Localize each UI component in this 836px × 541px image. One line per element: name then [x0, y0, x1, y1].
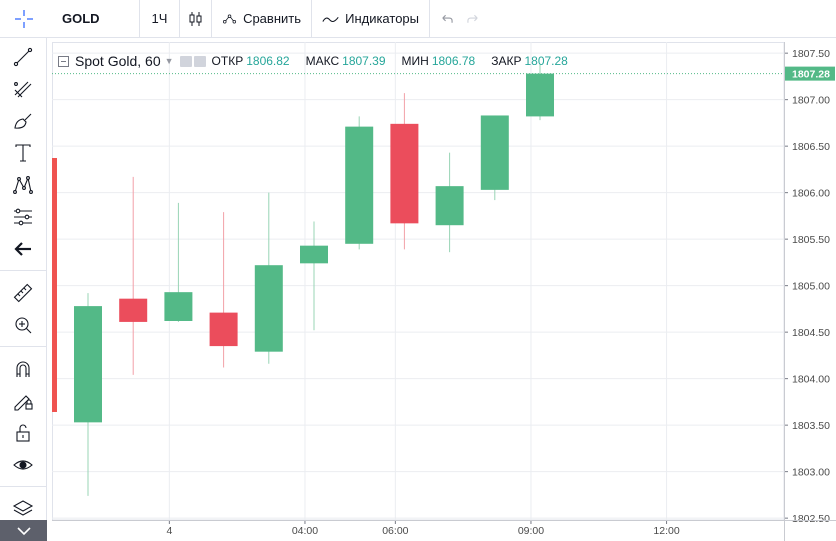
y-tick-label: 1804.00: [792, 374, 830, 386]
tool-ruler[interactable]: [10, 280, 36, 306]
candle-body: [390, 123, 419, 224]
series-title[interactable]: Spot Gold, 60: [75, 53, 161, 69]
fib-icon: [14, 81, 32, 98]
plot-frame: [52, 42, 785, 521]
low-value: 1806.78: [431, 54, 476, 68]
previous-candle-edge: [52, 158, 57, 412]
y-tick-label: 1805.50: [792, 234, 830, 246]
indicators-icon: [322, 16, 339, 22]
tool-unlock[interactable]: [10, 420, 36, 446]
indicators-label: Индикаторы: [345, 11, 419, 26]
y-tick-label: 1806.50: [792, 141, 830, 153]
ruler-icon: [13, 283, 33, 303]
open-label: ОТКР: [211, 54, 244, 68]
tool-lock-drawings[interactable]: [10, 388, 36, 414]
prediction-icon: [14, 208, 32, 226]
undo-redo-group: [430, 0, 490, 38]
candle-body: [164, 292, 193, 321]
interval-label: 1Ч: [151, 11, 168, 26]
close-label: ЗАКР: [491, 54, 522, 68]
tool-crosshair[interactable]: [10, 10, 36, 36]
high-label: МАКС: [305, 54, 340, 68]
candle-body: [209, 312, 238, 347]
text-icon: [15, 144, 31, 162]
layers-icon: [12, 500, 34, 516]
y-tick-label: 1806.00: [792, 188, 830, 200]
candle-body: [435, 186, 464, 226]
candlestick-chart[interactable]: 1807.50 1807.00 1806.50 1806.00 1805.50 1805.…: [52, 42, 836, 541]
pattern-icon: [13, 176, 33, 194]
tool-pattern[interactable]: [10, 172, 36, 198]
y-tick-label: 1805.00: [792, 281, 830, 293]
settings-icon[interactable]: [193, 55, 206, 67]
drawing-toolbar: [0, 38, 47, 541]
symbol-label: GOLD: [62, 11, 100, 26]
last-price-label: 1807.28: [792, 69, 830, 81]
y-tick-label: 1802.50: [792, 513, 830, 525]
candle-body: [254, 265, 283, 352]
tool-text[interactable]: [10, 140, 36, 166]
caret-down-icon[interactable]: ▼: [164, 56, 174, 66]
candle-body: [526, 73, 554, 117]
candle-body: [74, 306, 102, 423]
x-tick-label: 4: [166, 525, 172, 537]
eye-icon: [13, 460, 33, 470]
compare-icon: [222, 14, 237, 23]
tool-visibility[interactable]: [10, 452, 36, 478]
top-toolbar: GOLD 1Ч Сравнить Индикаторы: [0, 0, 836, 38]
y-tick-label: 1804.50: [792, 327, 830, 339]
x-tick-label: 12:00: [653, 525, 679, 537]
unlock-icon: [16, 424, 30, 442]
open-value: 1806.82: [246, 54, 290, 68]
tool-prediction[interactable]: [10, 204, 36, 230]
tool-brush[interactable]: [10, 108, 36, 134]
crosshair-icon[interactable]: [13, 8, 35, 30]
tool-back[interactable]: [10, 236, 36, 262]
y-tick-label: 1803.00: [792, 467, 830, 479]
redo-icon[interactable]: [467, 13, 480, 25]
low-label: МИН: [401, 54, 429, 68]
y-tick-label: 1807.00: [792, 95, 830, 107]
candle-body: [300, 245, 328, 264]
symbol-search-button[interactable]: GOLD: [0, 0, 140, 38]
interval-button[interactable]: 1Ч: [140, 0, 180, 38]
undo-icon[interactable]: [440, 13, 453, 25]
magnet-icon: [16, 361, 30, 377]
zoom-icon: [15, 317, 32, 334]
tool-layers[interactable]: [10, 496, 36, 522]
y-tick-label: 1807.50: [792, 48, 830, 60]
compare-button[interactable]: Сравнить: [212, 0, 312, 38]
close-value: 1807.28: [524, 54, 568, 68]
series-legend: Spot Gold, 60 ▼ ОТКР 1806.82 МАКС 1807.3…: [58, 52, 568, 70]
tool-magnet[interactable]: [10, 356, 36, 382]
chart-type-button[interactable]: [180, 0, 212, 38]
lock-pencil-icon: [14, 395, 33, 411]
tool-fib[interactable]: [10, 76, 36, 102]
visibility-icon[interactable]: [179, 55, 192, 67]
indicators-button[interactable]: Индикаторы: [312, 0, 430, 38]
chevron-down-icon: [16, 526, 31, 535]
tool-trend-line[interactable]: [10, 44, 36, 70]
last-price-tag: [785, 66, 835, 81]
y-tick-label: 1803.50: [792, 420, 830, 432]
candle-body: [345, 126, 374, 244]
candles-icon: [189, 11, 201, 26]
x-tick-label: 09:00: [518, 525, 544, 537]
tool-zoom[interactable]: [10, 312, 36, 338]
x-tick-label: 06:00: [382, 525, 408, 537]
candle-body: [480, 115, 509, 190]
compare-label: Сравнить: [243, 11, 301, 26]
brush-icon: [14, 113, 32, 129]
x-tick-label: 04:00: [292, 525, 318, 537]
candle-body: [119, 298, 148, 322]
collapse-legend-icon[interactable]: [58, 55, 69, 67]
back-arrow-icon: [14, 242, 31, 256]
chart-pane[interactable]: 1807.50 1807.00 1806.50 1806.00 1805.50 1805.…: [52, 42, 836, 541]
high-value: 1807.39: [342, 54, 386, 68]
collapse-toolbar-button[interactable]: [0, 520, 47, 541]
trend-line-icon: [13, 47, 33, 67]
